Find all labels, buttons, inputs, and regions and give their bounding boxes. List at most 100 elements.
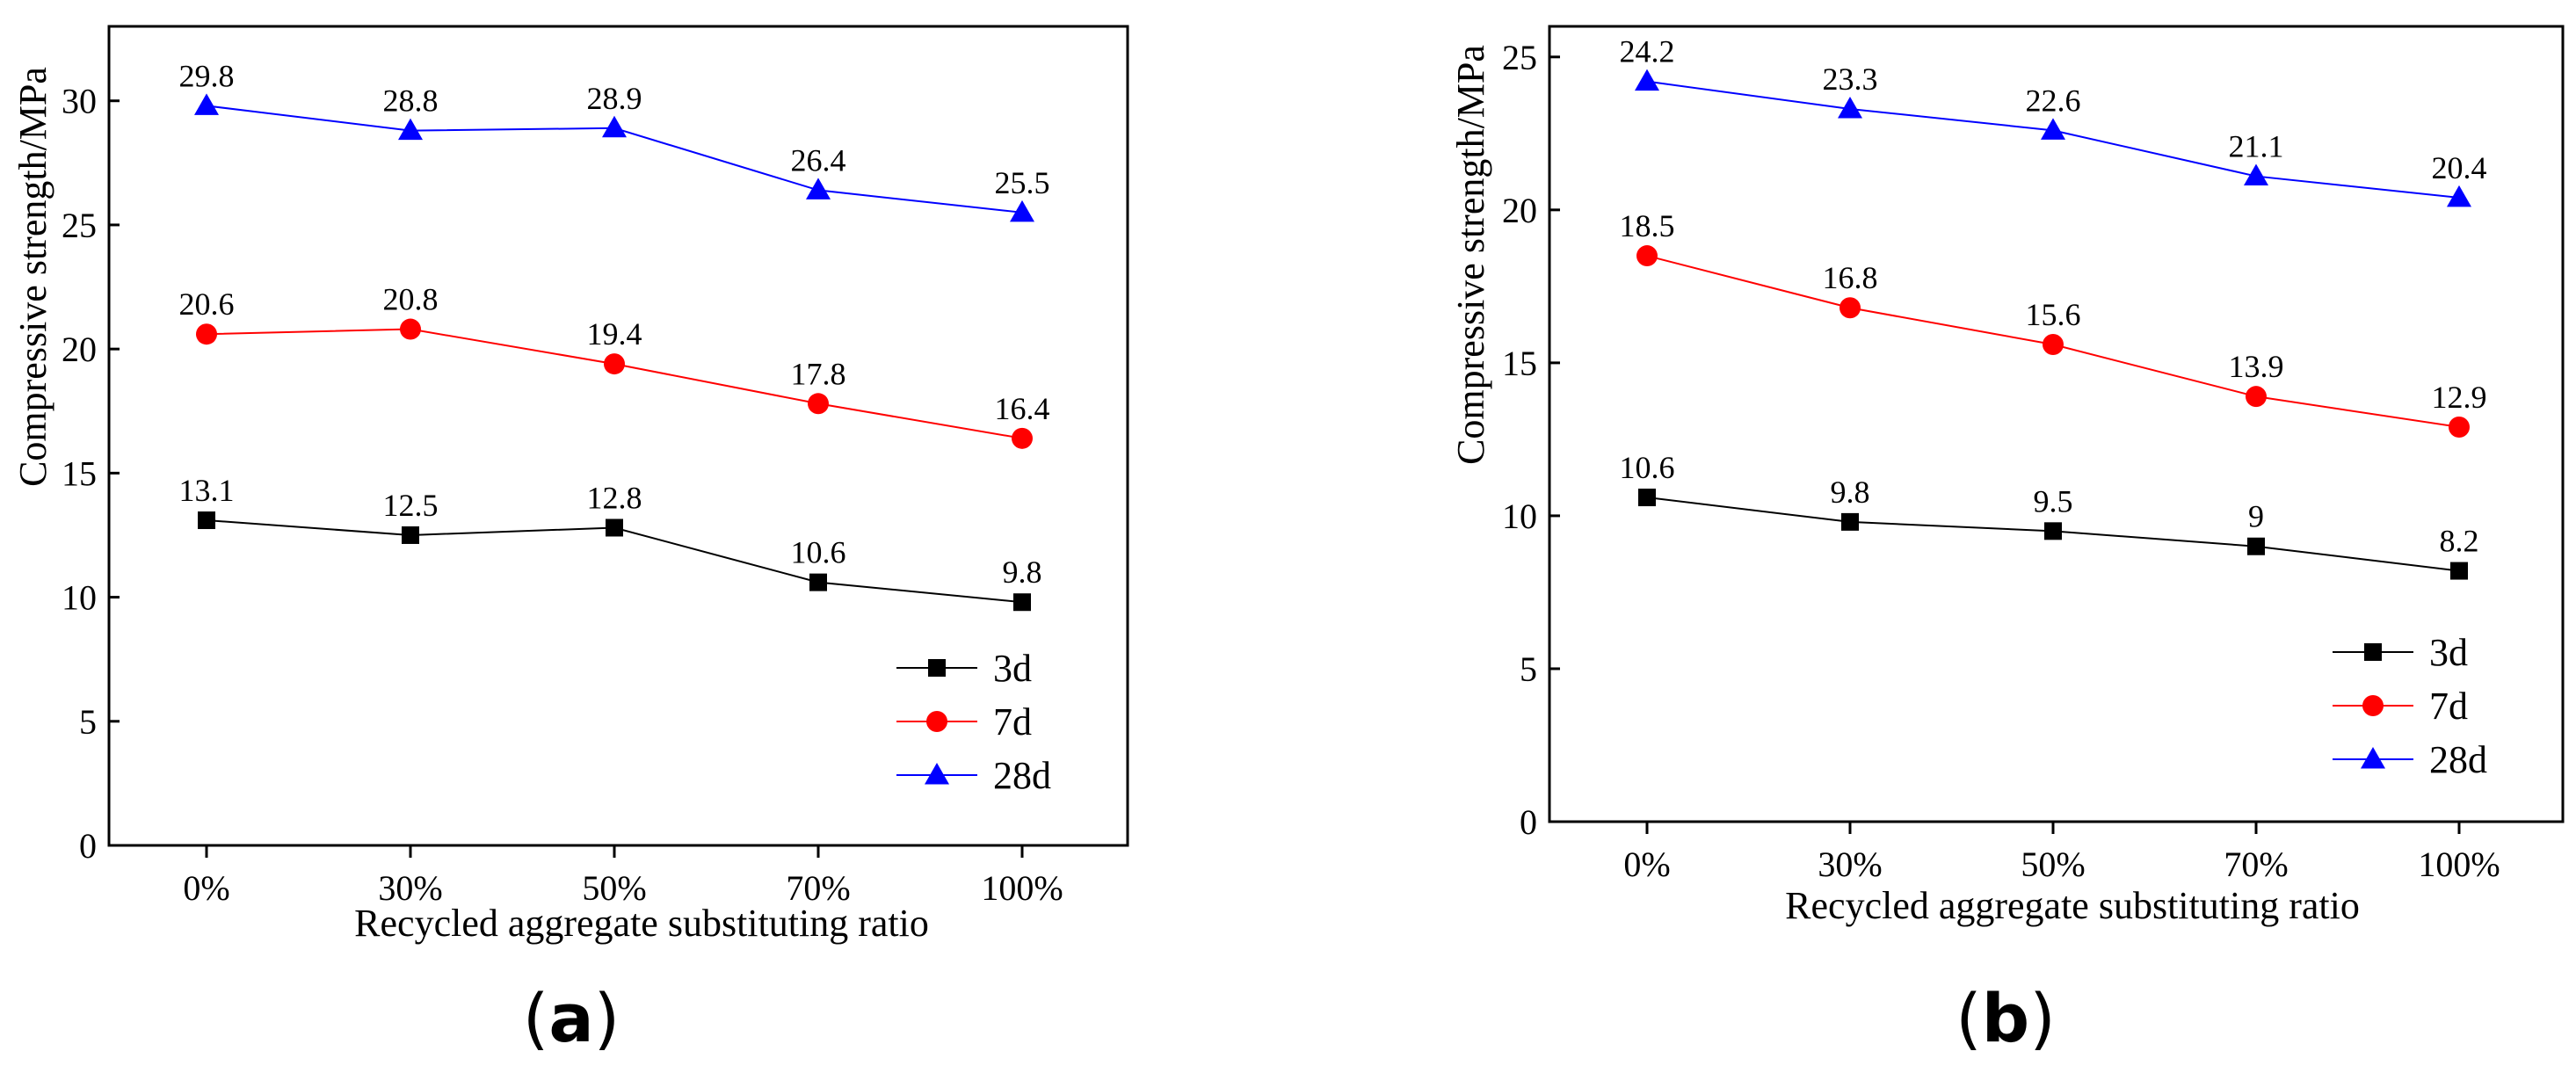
data-label-3d: 10.6 [1620,450,1675,485]
data-point-28d [1635,69,1659,91]
data-label-28d: 20.4 [2432,150,2487,185]
data-point-7d [196,323,217,345]
data-point-3d [1638,489,1656,507]
y-tick-label: 15 [62,453,97,493]
data-label-3d: 9.5 [2034,483,2073,518]
data-point-28d [806,178,831,199]
plot-frame [107,25,1129,847]
data-label-7d: 13.9 [2229,349,2284,384]
data-label-3d: 9.8 [1003,555,1042,590]
chart-panel-b: 0 5 10 15 20 25 0% 30% 50% 70% 100% Recycled aggreg… [1433,0,2576,1073]
data-point-3d [1013,593,1031,612]
data-label-3d: 9.8 [1831,475,1870,510]
data-label-28d: 26.4 [791,142,846,178]
x-tick-label: 30% [378,868,442,908]
data-label-7d: 20.8 [383,282,439,317]
x-tick-label: 70% [786,868,850,908]
data-label-7d: 16.8 [1823,260,1878,295]
data-label-28d: 28.9 [587,81,642,116]
data-point-7d [2043,334,2064,355]
x-tick-label: 70% [2224,845,2288,884]
legend-label-7d: 7d [2429,685,2468,728]
legend-label-3d: 3d [993,647,1032,690]
y-tick-label: 0 [1520,802,1537,842]
data-label-3d: 13.1 [179,473,235,508]
data-label-7d: 17.8 [791,356,846,391]
data-label-28d: 29.8 [179,58,235,93]
data-point-28d [2041,118,2065,140]
data-label-28d: 21.1 [2229,129,2284,164]
x-tick-label: 50% [2021,845,2085,884]
y-tick-label: 20 [1502,191,1537,230]
x-axis-label: Recycled aggregate substituting ratio [1785,884,2360,927]
legend-label-28d: 28d [2429,738,2487,781]
x-tick-label: 100% [981,868,1063,908]
data-point-28d [1010,199,1034,222]
x-tick-label: 50% [582,868,646,908]
data-point-3d [606,518,623,537]
panel-label: (b) [1956,979,2056,1057]
y-tick-label: 10 [62,578,97,618]
data-label-7d: 18.5 [1620,208,1675,243]
data-point-7d [1636,245,1658,267]
panel-letter: a [548,979,593,1057]
chart-panel-a: 0 5 10 15 20 25 30 0% 30% 50% 70% 100% Recycled aggr… [0,0,1143,1073]
x-axis-label: Recycled aggregate substituting ratio [354,902,929,945]
y-tick-label: 25 [1502,38,1537,77]
data-point-28d [1838,96,1862,119]
data-label-28d: 22.6 [2026,83,2081,118]
data-label-3d: 10.6 [791,535,846,570]
data-point-7d [2246,386,2267,408]
data-label-7d: 12.9 [2432,380,2487,415]
data-point-3d [198,511,215,530]
y-tick-label: 10 [1502,497,1537,536]
data-label-28d: 28.8 [383,83,439,119]
y-axis-label: Compressive strength/MPa [11,67,54,487]
data-label-7d: 16.4 [995,391,1050,426]
data-point-7d [1012,427,1033,449]
legend-marker-28d [2361,747,2385,769]
data-point-28d [194,93,219,115]
data-label-3d: 12.5 [383,488,439,523]
data-label-28d: 25.5 [995,165,1050,200]
legend-label-28d: 28d [993,754,1051,797]
data-label-28d: 24.2 [1620,34,1675,69]
legend-marker-3d [928,659,946,677]
data-label-28d: 23.3 [1823,62,1878,97]
y-tick-label: 5 [1520,649,1537,689]
data-point-28d [2244,163,2268,186]
x-tick-label: 0% [1623,845,1670,884]
data-point-3d [2450,562,2468,580]
legend-marker-7d [926,711,947,732]
legend-label-7d: 7d [993,700,1032,743]
data-point-3d [2247,537,2265,555]
y-tick-label: 20 [62,330,97,369]
data-label-3d: 9 [2248,499,2264,534]
data-point-3d [1841,512,1859,531]
data-point-7d [400,318,421,340]
data-point-7d [1839,297,1861,319]
chart-a-svg: 0 5 10 15 20 25 30 0% 30% 50% 70% 100% Recycled aggr… [11,25,1129,1057]
y-tick-label: 25 [62,206,97,245]
data-point-7d [604,353,625,375]
data-point-7d [2449,416,2470,438]
data-point-28d [2447,185,2471,207]
y-axis-label: Compressive strength/MPa [1449,45,1492,465]
panel-letter: b [1982,979,2029,1057]
legend-marker-28d [925,763,949,785]
x-tick-label: 100% [2418,845,2500,884]
legend-marker-7d [2362,695,2384,716]
y-tick-label: 30 [62,82,97,121]
data-label-7d: 20.6 [179,286,235,322]
data-point-28d [602,115,627,138]
data-label-7d: 19.4 [587,316,642,352]
data-point-28d [398,118,423,141]
data-point-3d [402,526,419,544]
y-tick-label: 0 [79,826,97,866]
legend-marker-3d [2364,643,2382,661]
chart-b-svg: 0 5 10 15 20 25 0% 30% 50% 70% 100% Recycled aggreg… [1449,25,2565,1057]
panel-label: (a) [523,979,620,1057]
data-label-7d: 15.6 [2026,297,2081,332]
y-tick-label: 5 [79,702,97,742]
data-point-3d [809,573,827,591]
